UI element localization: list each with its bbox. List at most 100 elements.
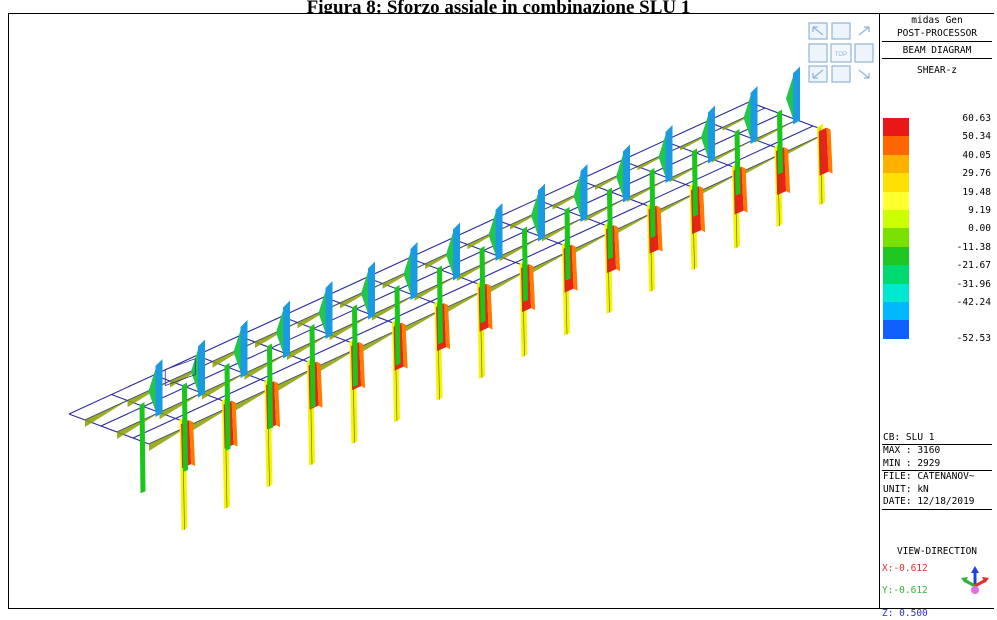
- legend-value: -11.38: [957, 242, 991, 253]
- column-diagram-top: [404, 252, 411, 294]
- column-diagram-top: [198, 340, 205, 398]
- legend-swatch: [883, 302, 909, 320]
- separator: [882, 509, 992, 510]
- column-diagram-top: [701, 116, 708, 158]
- column-diagram-top: [489, 213, 496, 255]
- column-diagram-top: [368, 262, 375, 320]
- unit: UNIT: kN: [882, 484, 992, 497]
- module-name: POST-PROCESSOR: [880, 28, 994, 40]
- column-diagram: [182, 383, 188, 472]
- column-diagram: [480, 246, 486, 323]
- column-diagram-top: [623, 145, 630, 203]
- legend-value: 0.00: [968, 223, 991, 234]
- column-diagram-top: [149, 369, 156, 411]
- view-direction-title: VIEW-DIRECTION: [882, 546, 992, 559]
- app-name: midas Gen: [880, 15, 994, 27]
- caption-text: Figura 8: Sforzo assiale in combinazione…: [307, 0, 691, 14]
- column-diagram: [437, 266, 443, 345]
- legend-value: 50.34: [962, 131, 991, 142]
- column-diagram: [140, 402, 146, 493]
- legend-swatch: [883, 228, 909, 246]
- legend-value: -42.24: [957, 297, 991, 308]
- beam-diagram-model: [9, 14, 879, 608]
- legend-swatch: [883, 192, 909, 210]
- column-diagram-top: [531, 194, 538, 236]
- column-diagram-top: [666, 125, 673, 183]
- column-diagram: [565, 207, 571, 281]
- axis-triad-icon: [960, 566, 990, 600]
- diagram-type: BEAM DIAGRAM: [880, 44, 994, 57]
- date: DATE: 12/18/2019: [882, 496, 992, 509]
- view-z: Z: 0.500: [882, 608, 992, 620]
- load-combination: CB: SLU 1: [883, 432, 934, 443]
- column-diagram-top: [744, 96, 751, 138]
- column-diagram-top: [453, 223, 460, 281]
- legend-value: 40.05: [962, 150, 991, 161]
- column-diagram: [310, 324, 316, 408]
- column-diagram-top: [574, 174, 581, 216]
- column-diagram-top: [446, 233, 453, 275]
- separator: [882, 41, 992, 42]
- legend-swatch: [883, 173, 909, 191]
- legend-value: -31.96: [957, 279, 991, 290]
- midas-window: TOP midas Gen POST-PROCESSOR BEAM DIAGRA…: [8, 13, 994, 609]
- column-diagram: [607, 188, 613, 260]
- column-diagram-top: [191, 350, 198, 392]
- column-diagram-top: [156, 359, 163, 417]
- column-diagram-top: [276, 311, 283, 353]
- legend-swatch: [883, 155, 909, 173]
- legend-value: -21.67: [957, 260, 991, 271]
- column-diagram-top: [659, 135, 666, 177]
- column-diagram-top: [793, 67, 800, 125]
- column-diagram-top: [581, 164, 588, 222]
- legend-swatch: [883, 265, 909, 283]
- column-diagram: [650, 168, 656, 238]
- legend-swatch: [883, 118, 909, 136]
- column-diagram: [395, 285, 401, 366]
- legend-value: 9.19: [968, 205, 991, 216]
- file-name: FILE: CATENANOV~: [882, 471, 992, 484]
- column-diagram: [777, 110, 783, 175]
- column-diagram: [352, 305, 358, 387]
- legend-row: -52.53: [883, 320, 993, 338]
- column-diagram-top: [538, 184, 545, 242]
- post-processor-panel: midas Gen POST-PROCESSOR BEAM DIAGRAM SH…: [879, 14, 994, 608]
- max-value: MAX : 3160: [882, 445, 992, 458]
- column-diagram-top: [751, 86, 758, 144]
- column-diagram-top: [616, 155, 623, 197]
- legend-row: -42.24: [883, 302, 993, 320]
- result-info: MAX : 3160 MIN : 2929 FILE: CATENANOV~ U…: [882, 444, 992, 510]
- figure-caption: Figura 8: Sforzo assiale in combinazione…: [0, 0, 997, 14]
- column-diagram-top: [234, 330, 241, 372]
- min-value: MIN : 2929: [882, 458, 992, 471]
- legend-swatch: [883, 247, 909, 265]
- legend-swatch: [883, 320, 909, 338]
- column-diagram-top: [319, 291, 326, 333]
- column-diagram: [522, 227, 528, 302]
- column-diagram-top: [786, 77, 793, 119]
- column-diagram: [267, 344, 273, 430]
- separator: [882, 58, 992, 59]
- legend-value: 60.63: [962, 113, 991, 124]
- model-viewport[interactable]: TOP: [9, 14, 879, 608]
- legend-value: 29.76: [962, 168, 991, 179]
- column-diagram-top: [411, 242, 418, 300]
- result-component: SHEAR-z: [880, 64, 994, 77]
- column-diagram: [225, 363, 231, 451]
- column-diagram: [735, 129, 741, 196]
- column-diagram-top: [326, 281, 333, 339]
- legend-swatch: [883, 284, 909, 302]
- legend-value: -52.53: [957, 333, 991, 344]
- cross-beam: [69, 414, 149, 444]
- column-diagram-top: [241, 320, 248, 378]
- column-diagram-top: [708, 106, 715, 164]
- column-diagram: [692, 149, 698, 217]
- column-diagram-top: [283, 301, 290, 359]
- shear-diagram-beam: [160, 393, 203, 419]
- legend-swatch: [883, 210, 909, 228]
- legend-value: 19.48: [962, 187, 991, 198]
- column-diagram-top: [496, 203, 503, 261]
- shear-diagram-beam: [128, 381, 171, 407]
- legend-swatch: [883, 136, 909, 154]
